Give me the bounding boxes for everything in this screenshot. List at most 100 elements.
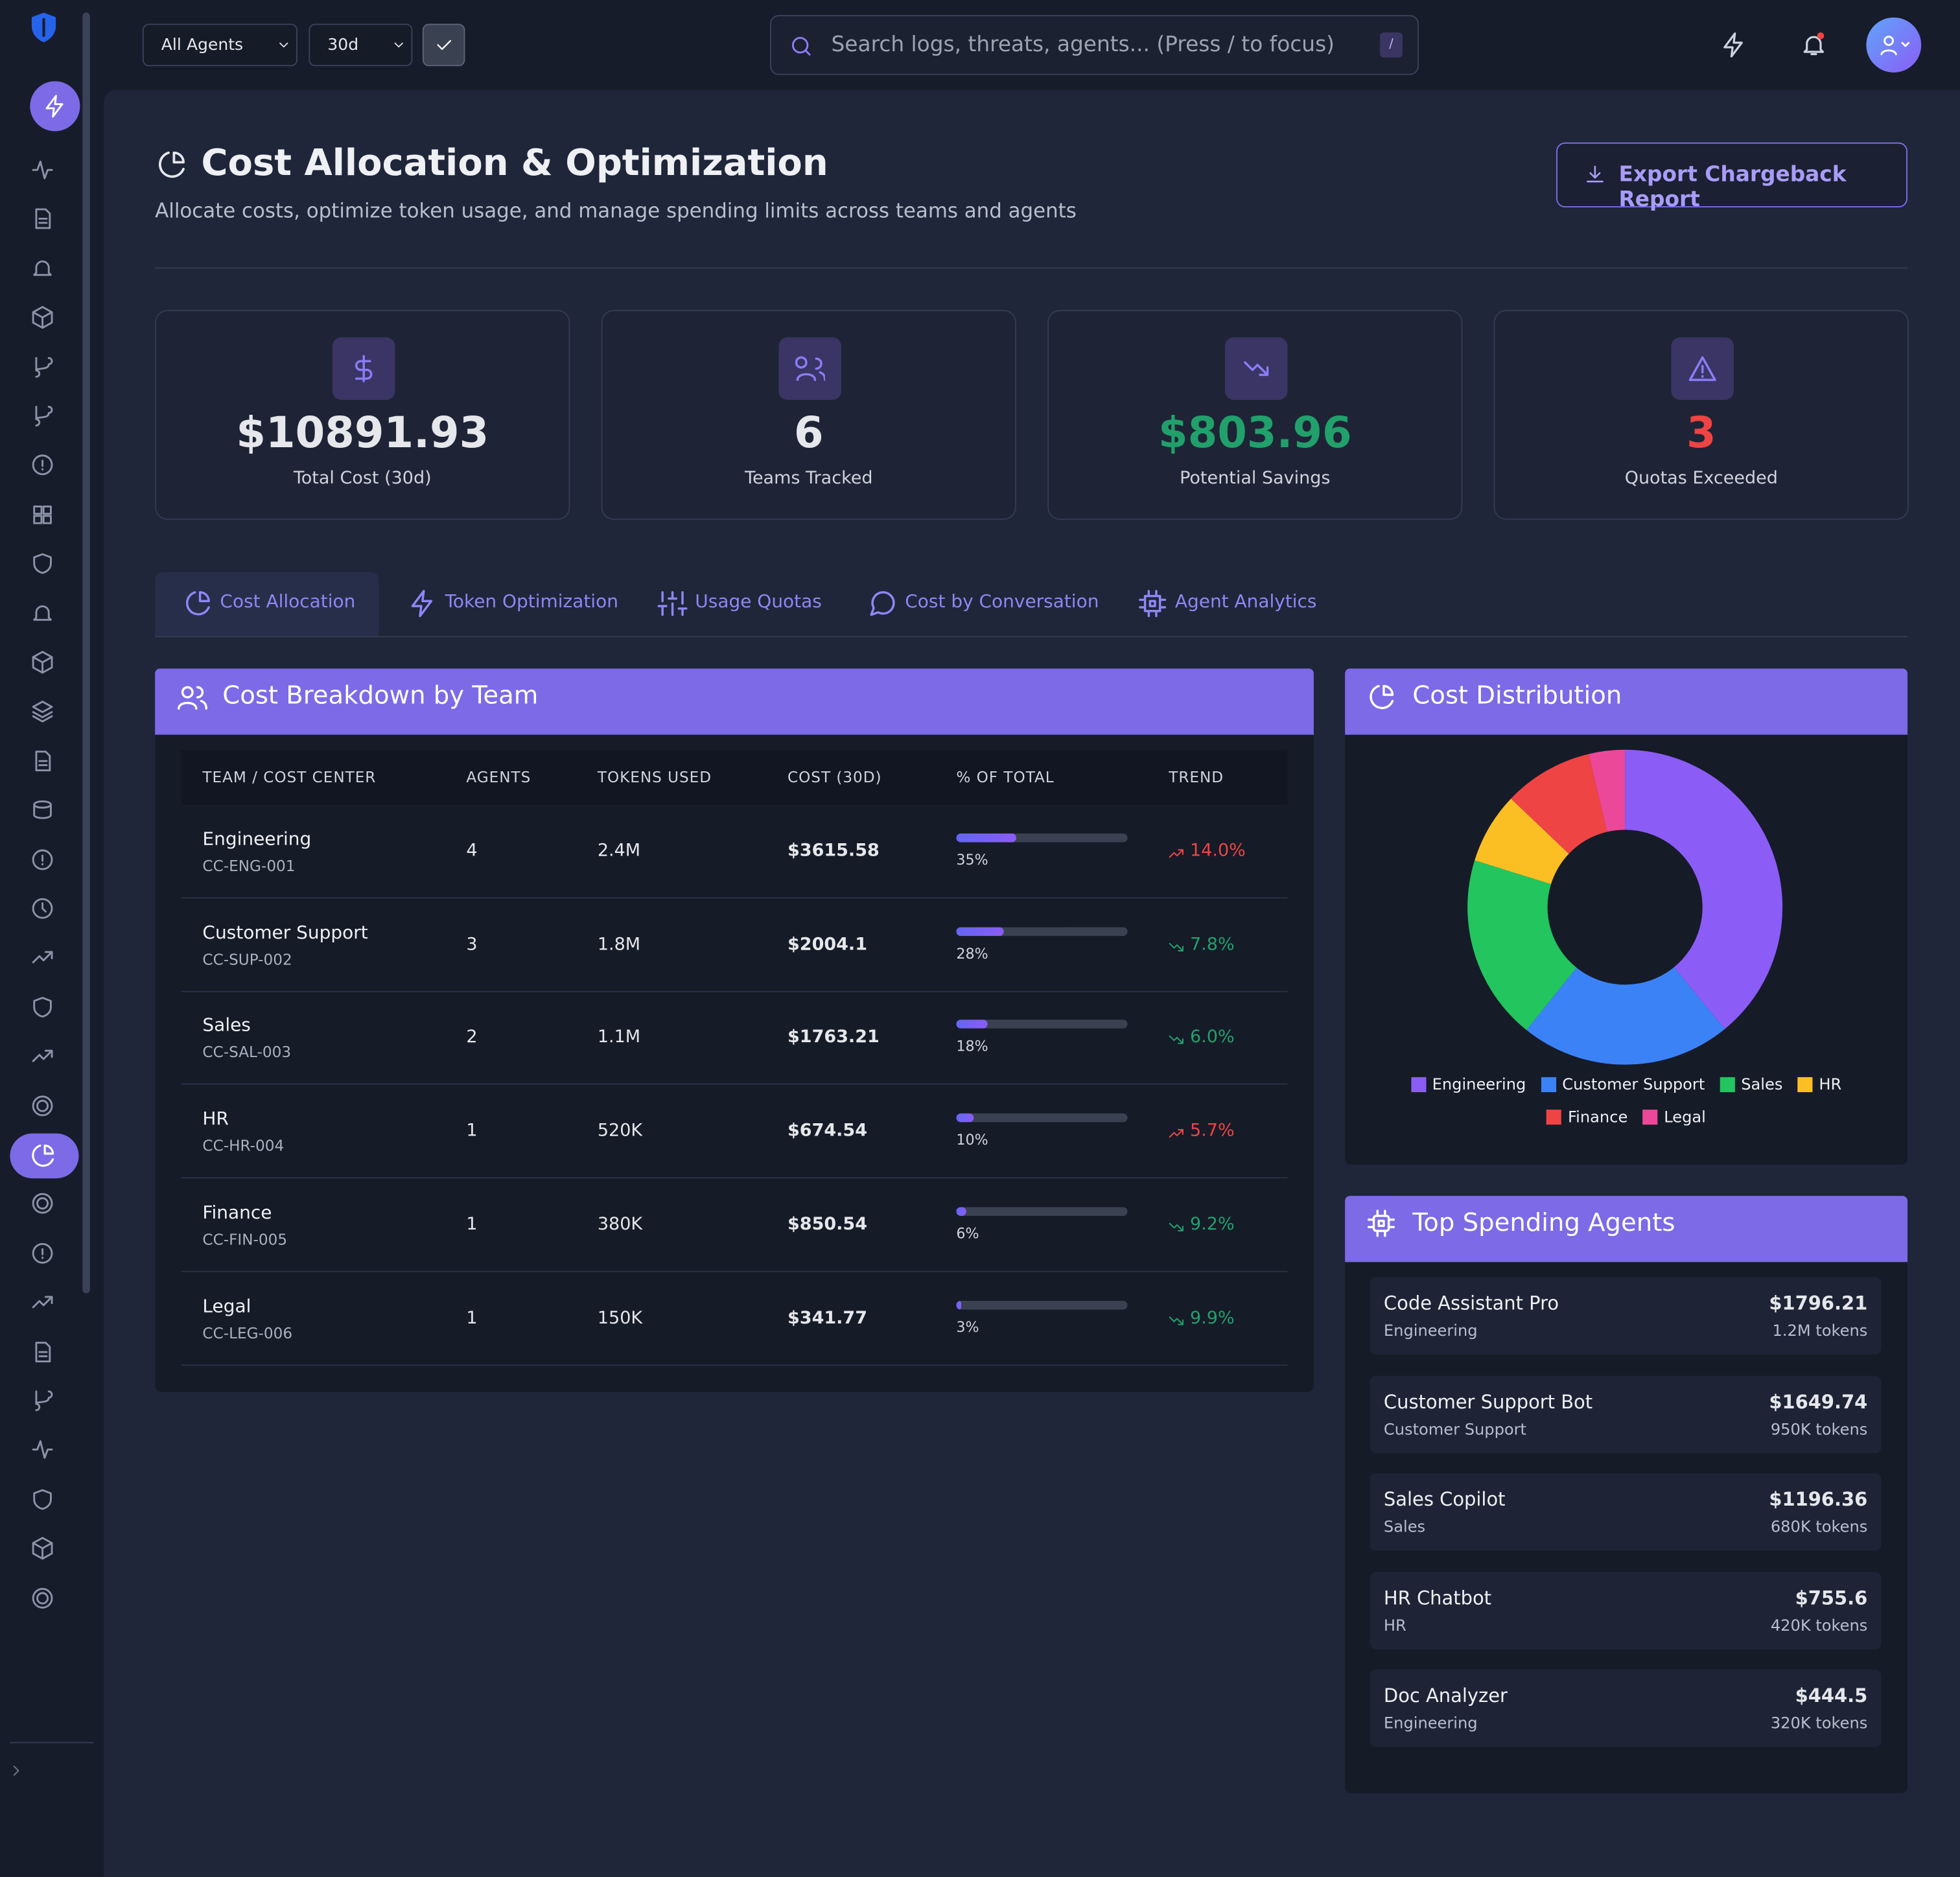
nav-item[interactable]: [30, 650, 55, 675]
nav-item[interactable]: [30, 1339, 55, 1364]
notifications[interactable]: [1800, 31, 1827, 58]
share-label: 18%: [956, 1037, 988, 1055]
tokens: 1.1M: [597, 1027, 641, 1048]
search[interactable]: Search logs, threats, agents... (Press /…: [769, 15, 1419, 75]
nav-item[interactable]: [30, 945, 55, 970]
nav-item[interactable]: [30, 305, 55, 331]
nav-item[interactable]: [30, 1585, 55, 1611]
agent-team: HR: [1383, 1615, 1406, 1634]
nav-item[interactable]: [30, 994, 55, 1020]
trend: 5.7%: [1189, 1121, 1235, 1141]
agent-filter[interactable]: All Agents: [142, 23, 298, 67]
nav-item[interactable]: [30, 1093, 55, 1118]
agent-team: Sales: [1383, 1517, 1426, 1536]
nav-item[interactable]: [30, 1043, 55, 1069]
icon-path: [33, 605, 52, 620]
range-filter[interactable]: 30d: [309, 23, 413, 67]
agent-name: Code Assistant Pro: [1383, 1292, 1559, 1315]
nav-item[interactable]: [30, 601, 55, 626]
agent-item: Sales Copilot Sales $1196.36 680K tokens: [1370, 1473, 1882, 1551]
export-button[interactable]: Export Chargeback Report: [1556, 142, 1908, 213]
nav-item[interactable]: [30, 552, 55, 577]
nav-item[interactable]: [30, 404, 55, 429]
pie-slice: [1625, 749, 1783, 1029]
column-header: AGENTS: [466, 768, 531, 786]
icon-path: [32, 1537, 53, 1560]
nav-item[interactable]: [30, 157, 55, 183]
icon: [355, 355, 373, 382]
nav-item[interactable]: [30, 1290, 55, 1315]
cost-center: CC-SUP-002: [202, 950, 292, 968]
tab-icon: [870, 591, 895, 616]
title-icon: [158, 151, 185, 178]
apply-button[interactable]: [422, 23, 465, 67]
legend-label: Finance: [1568, 1107, 1628, 1126]
nav-item[interactable]: [30, 846, 55, 872]
nav-item[interactable]: [30, 256, 55, 281]
tab[interactable]: Cost by Conversation: [905, 592, 1099, 612]
panel-title: Cost Breakdown by Team: [222, 679, 539, 710]
user-menu[interactable]: [1866, 17, 1922, 73]
trend: 9.2%: [1189, 1214, 1235, 1235]
trend-icon: [1169, 849, 1184, 858]
team-name: Legal: [202, 1296, 251, 1317]
icon: [437, 40, 452, 50]
tab-icon: [185, 591, 210, 616]
nav-item[interactable]: [30, 1487, 55, 1512]
nav-item[interactable]: [30, 1536, 55, 1561]
agent-name: Customer Support Bot: [1383, 1390, 1593, 1413]
logo: [31, 12, 56, 43]
trend: 14.0%: [1189, 841, 1246, 861]
stat-card: 3 Quotas Exceeded: [1493, 310, 1909, 520]
stat-label: Total Cost (30d): [293, 469, 432, 489]
page-subtitle: Allocate costs, optimize token usage, an…: [155, 198, 1077, 223]
nav-item[interactable]: [30, 1241, 55, 1266]
nav-item[interactable]: [30, 748, 55, 773]
icon-path: [1244, 361, 1269, 377]
nav-item[interactable]: [30, 1191, 55, 1217]
tab[interactable]: Usage Quotas: [695, 592, 822, 612]
agent-name: Doc Analyzer: [1383, 1684, 1508, 1707]
agent-tokens: 680K tokens: [1770, 1517, 1868, 1536]
stat-icon: [332, 337, 395, 400]
icon-path: [657, 591, 688, 616]
panel-title: Cost Distribution: [1412, 679, 1622, 710]
team-panel: Cost Breakdown by Team TEAM / COST CENTE…: [155, 668, 1314, 1392]
icon-path: [32, 306, 53, 329]
expand[interactable]: [8, 1762, 25, 1779]
activity-button[interactable]: [1720, 31, 1747, 58]
column-header: TREND: [1169, 768, 1224, 786]
agent-team: Engineering: [1383, 1713, 1478, 1732]
share-track: [956, 1113, 1128, 1123]
icon: [1244, 361, 1269, 377]
agent-team: Engineering: [1383, 1320, 1478, 1340]
nav-item[interactable]: [30, 797, 55, 822]
tab[interactable]: Token Optimization: [445, 592, 618, 612]
nav-item[interactable]: [30, 453, 55, 478]
stat-value: 3: [1686, 408, 1716, 459]
quick-action[interactable]: [30, 81, 80, 132]
legend-swatch: [1797, 1076, 1813, 1092]
team-name: HR: [202, 1110, 229, 1130]
nav-item[interactable]: [30, 896, 55, 921]
agents: 3: [466, 934, 478, 955]
tab[interactable]: Cost Allocation: [220, 592, 356, 612]
tokens: 2.4M: [597, 841, 641, 861]
nav-item[interactable]: [30, 699, 55, 725]
icon-path: [33, 800, 52, 820]
icon-path: [1688, 356, 1716, 381]
stat-icon: [1224, 337, 1288, 400]
icon: [1370, 684, 1394, 710]
nav-item[interactable]: [30, 1438, 55, 1463]
nav-item[interactable]: [30, 355, 55, 380]
nav-item[interactable]: [30, 1388, 55, 1414]
nav-item[interactable]: [30, 502, 55, 528]
share-label: 35%: [956, 850, 988, 869]
table-header: TEAM / COST CENTER AGENTS TOKENS USED COST …: [181, 749, 1288, 805]
agents: 1: [466, 1307, 478, 1328]
legend-label: Engineering: [1432, 1075, 1526, 1093]
nav-item[interactable]: [30, 207, 55, 232]
column-header: TOKENS USED: [597, 768, 712, 786]
icon-path: [32, 701, 53, 723]
tab[interactable]: Agent Analytics: [1174, 592, 1317, 612]
